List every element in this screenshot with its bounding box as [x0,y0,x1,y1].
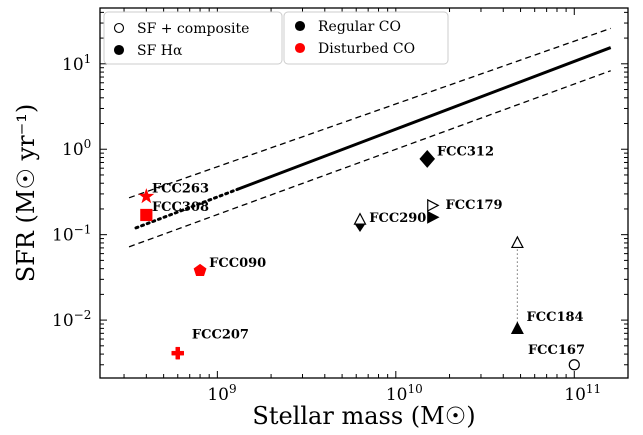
legend: SF + composite SF Hα Regular CO Disturbed C… [103,11,449,65]
label-fcc308: FCC308 [152,200,209,215]
label-fcc179: FCC179 [446,198,503,213]
x-tick-label: 1010 [386,382,423,405]
relation-upper-dashed-line [128,27,611,199]
y-tick-label: 10−2 [52,308,91,331]
legend-box-1 [103,11,283,65]
legend-label-a-1: SF Hα [137,43,183,59]
legend-label-b-0: Regular CO [318,19,401,35]
marker-fcc308 [140,208,153,222]
x-tick-label: 1011 [564,382,601,405]
label-fcc207: FCC207 [192,327,249,342]
point-labels: FCC263 FCC308 FCC090 FCC207 FCC312 FCC290 FCC1… [152,144,585,358]
marker-fcc184-sf-composite [510,235,524,249]
legend-marker-a-1 [113,44,125,56]
relation-lines [128,27,612,323]
marker-fcc090 [193,263,207,277]
legend-label-a-0: SF + composite [137,21,249,37]
label-fcc090: FCC090 [209,256,266,271]
label-fcc290: FCC290 [369,211,426,226]
marker-fcc207 [171,346,185,360]
y-tick-label: 101 [62,52,91,75]
x-tick-label: 109 [207,382,236,405]
label-fcc167: FCC167 [528,343,585,358]
plot-frame [99,7,629,379]
legend-label-b-1: Disturbed CO [318,41,415,57]
label-fcc184: FCC184 [527,310,584,325]
axes: 109 1010 1011 10−2 10−1 100 101 Stellar mass (M… [12,7,629,430]
marker-fcc167 [568,359,580,371]
y-tick-label: 100 [62,137,91,160]
marker-fcc290-sf-composite [353,212,367,225]
data-markers [138,150,580,371]
marker-fcc312 [419,150,436,168]
legend-marker-a-0 [113,22,125,34]
marker-fcc179 [427,210,440,224]
x-axis-label: Stellar mass (M☉) [252,402,475,430]
legend-box-2 [283,11,449,65]
marker-fcc263 [138,188,155,204]
y-axis-label: SFR (M☉ yr⁻¹) [12,104,40,283]
relation-dotted-line [134,187,240,230]
marker-fcc184 [510,321,524,334]
label-fcc312: FCC312 [437,144,494,159]
plot-area [100,8,628,378]
legend-marker-b-1 [294,42,306,54]
marker-fcc179-sf-composite [427,198,440,212]
relation-lower-dashed-line [128,70,611,248]
label-fcc263: FCC263 [152,182,209,197]
legend-marker-b-0 [294,20,306,32]
relation-solid-line [237,46,612,191]
plot-background [100,8,628,378]
y-tick-label: 10−1 [52,223,91,246]
